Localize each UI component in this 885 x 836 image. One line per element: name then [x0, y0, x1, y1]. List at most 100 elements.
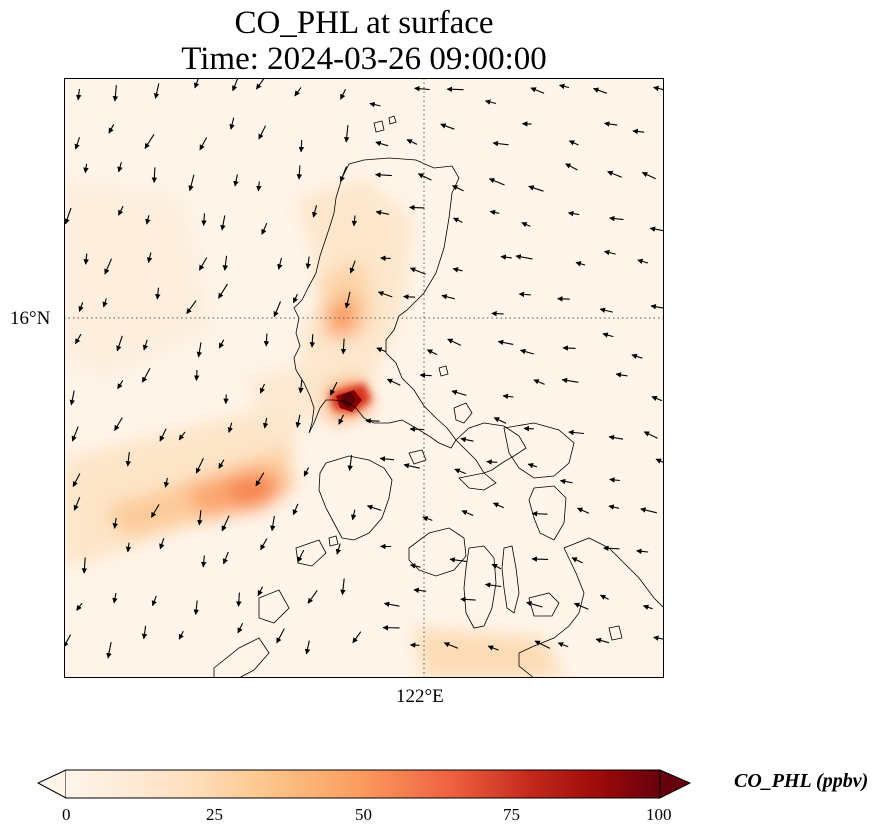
wind-arrow [125, 452, 131, 467]
wind-arrow [386, 378, 401, 386]
wind-arrow [75, 88, 82, 101]
wind-arrow [69, 390, 75, 406]
wind-arrow [151, 595, 157, 607]
lat-tick-label: 16°N [10, 308, 51, 329]
wind-arrow [303, 467, 309, 477]
wind-arrow [83, 253, 89, 265]
wind-arrow [603, 249, 616, 256]
colorbar-tick-100: 100 [646, 805, 672, 824]
colorbar [36, 769, 692, 799]
wind-arrow [305, 256, 311, 270]
wind-arrow [409, 267, 426, 275]
wind-arrow [488, 178, 505, 186]
wind-arrow [602, 332, 614, 338]
wind-arrow [193, 600, 199, 616]
wind-arrow [558, 83, 570, 90]
wind-arrow [502, 393, 514, 400]
wind-arrow [603, 121, 618, 127]
wind-arrow [146, 252, 153, 264]
wind-arrow [653, 635, 664, 641]
wind-arrow [255, 472, 265, 487]
wind-arrow [72, 473, 81, 487]
wind-arrow [74, 137, 81, 150]
wind-arrow [454, 468, 467, 475]
wind-arrow [304, 640, 311, 655]
wind-arrow [534, 640, 551, 649]
wind-arrow [486, 459, 498, 465]
wind-arrow [104, 258, 113, 275]
wind-arrow [218, 339, 225, 349]
wind-arrow [142, 339, 149, 351]
wind-arrow [493, 417, 507, 424]
wind-arrow [526, 601, 543, 608]
wind-arrow [497, 339, 514, 346]
wind-arrow [74, 333, 82, 345]
wind-arrow [452, 267, 463, 273]
wind-arrow [76, 602, 83, 611]
wind-arrow [153, 83, 160, 99]
wind-arrow [112, 517, 118, 529]
colorbar-extend-min [36, 769, 67, 799]
wind-arrow [144, 134, 155, 149]
wind-arrow [453, 217, 463, 223]
wind-arrow [257, 586, 263, 597]
wind-arrow [567, 210, 580, 217]
wind-arrow [335, 543, 342, 555]
wind-arrow [607, 170, 623, 178]
wind-arrow [349, 260, 356, 274]
wind-arrow [575, 261, 586, 267]
wind-arrow [83, 163, 89, 174]
wind-arrow [339, 166, 348, 183]
wind-arrow [568, 429, 584, 436]
wind-arrow [221, 515, 230, 532]
wind-arrow [449, 557, 467, 563]
wind-arrow [414, 85, 430, 92]
wind-arrow [571, 557, 583, 564]
wind-arrow [365, 418, 380, 424]
wind-arrow [78, 302, 84, 312]
wind-arrow [500, 254, 512, 260]
wind-arrow [294, 87, 302, 97]
wind-arrow [484, 582, 502, 588]
wind-arrow [188, 174, 195, 192]
wind-arrow [592, 87, 607, 94]
wind-arrow [519, 348, 534, 355]
wind-arrow [491, 563, 502, 570]
wind-arrow [446, 86, 464, 93]
wind-arrow [409, 426, 424, 432]
wind-arrow [255, 78, 265, 90]
wind-arrow [447, 338, 462, 346]
wind-arrow [521, 222, 531, 228]
colorbar-tick-50: 50 [355, 805, 372, 824]
colorbar-label: CO_PHL (ppbv) [734, 770, 869, 792]
map-plot-area [64, 78, 664, 678]
wind-arrow [602, 545, 620, 551]
wind-arrow [186, 300, 197, 315]
wind-arrow [200, 555, 207, 568]
wind-arrow [451, 389, 467, 396]
wind-arrow [196, 342, 203, 358]
colorbar-tick-25: 25 [206, 805, 223, 824]
wind-arrow [273, 301, 282, 318]
wind-arrow [117, 380, 124, 390]
wind-arrow [489, 209, 500, 216]
wind-arrow [178, 431, 186, 441]
wind-arrow [375, 172, 392, 178]
wind-arrow [106, 641, 112, 659]
wind-arrow [615, 372, 628, 378]
wind-arrow [460, 436, 474, 443]
wind-arrow [487, 645, 499, 651]
wind-arrow [258, 125, 266, 140]
wind-arrow [637, 258, 649, 265]
wind-arrow [531, 556, 549, 562]
wind-arrow [408, 204, 425, 211]
wind-arrow [573, 602, 589, 610]
wind-arrow [379, 456, 395, 462]
wind-arrow [259, 383, 266, 394]
wind-arrow [343, 125, 350, 143]
wind-arrow [292, 293, 299, 304]
wind-arrow [307, 589, 318, 604]
wind-arrow [223, 394, 229, 405]
wind-arrow [641, 172, 656, 180]
wind-arrow [562, 345, 576, 351]
